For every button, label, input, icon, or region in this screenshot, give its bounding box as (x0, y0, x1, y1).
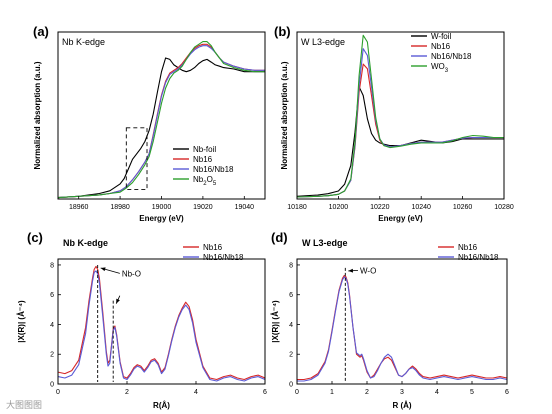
panel-c-annotation-arrowhead (116, 298, 120, 304)
panel-d-y-tick-label: 8 (289, 262, 293, 269)
panel-b-letter: (b) (274, 24, 291, 39)
panel-d-y-tick-label: 4 (289, 322, 293, 329)
panel-c-legend-label: Nb16/Nb18 (203, 253, 244, 262)
panel-c-y-axis-title: |X(R)| (Å⁻⁴) (17, 300, 26, 343)
panel-b-x-axis-title: Energy (eV) (378, 214, 423, 223)
panel-d-legend-label: Nb16/Nb18 (458, 253, 499, 262)
panel-a-inset-title: Nb K-edge (62, 37, 105, 47)
panel-a-letter: (a) (33, 24, 49, 39)
panel-d-plot-frame (296, 258, 508, 385)
panel-a-legend-label: Nb16/Nb18 (193, 165, 234, 174)
panel-c-plot-frame (57, 258, 266, 385)
panel-b-x-tick-label: 10220 (370, 204, 390, 211)
panel-b-series-line (297, 86, 504, 197)
panel-b-legend-label: WO3 (431, 62, 449, 74)
panel-c-annotation-label: Nb-O (122, 269, 141, 278)
panel-b-x-tick-label: 10260 (453, 204, 473, 211)
panel-c-y-tick-label: 2 (50, 352, 54, 359)
panel-c-y-tick-label: 6 (50, 292, 54, 299)
panel-a-series-line (58, 41, 265, 199)
panel-a-dashed-box (125, 127, 148, 190)
panel-c-y-tick-label: 4 (50, 322, 54, 329)
panel-b-series-line (297, 34, 504, 198)
panel-c-series-line (58, 270, 265, 382)
watermark: 大图图图 (6, 401, 43, 411)
panel-d-x-tick-label: 3 (400, 389, 404, 396)
panel-c-inset-title: Nb K-edge (63, 238, 108, 248)
panel-d-x-tick-label: 4 (435, 389, 439, 396)
panel-d-x-tick-label: 1 (330, 389, 334, 396)
panel-b-legend-label: W-foil (431, 32, 452, 41)
panel-b-x-tick-label: 10240 (411, 204, 431, 211)
panel-d-series-line (297, 276, 507, 382)
panel-c-y-tick-label: 0 (50, 382, 54, 389)
panel-a-x-axis-title: Energy (eV) (139, 214, 184, 223)
panel-b-legend-label: Nb16/Nb18 (431, 52, 472, 61)
panel-d-annotation-label: W-O (360, 266, 376, 275)
panel-a-x-tick-label: 18960 (69, 204, 89, 211)
panel-a-x-tick-label: 19020 (193, 204, 213, 211)
panel-d-series-line (297, 274, 507, 381)
panel-c-letter: (c) (27, 230, 43, 245)
panel-b-series-line (297, 48, 504, 198)
panel-d-y-tick-label: 2 (289, 352, 293, 359)
panel-d-x-tick-label: 2 (365, 389, 369, 396)
panel-c-legend-label: Nb16 (203, 243, 223, 252)
panel-a-legend-label: Nb16 (193, 155, 213, 164)
panel-c-annotation-arrowhead (100, 267, 106, 272)
panel-b-x-tick-label: 10200 (329, 204, 349, 211)
panel-d-y-axis-title: |X(R)| (Å⁻⁴) (271, 300, 280, 343)
panel-a-y-axis-title: Normalized absorption (a.u.) (33, 61, 42, 169)
panel-a-x-tick-label: 18980 (110, 204, 130, 211)
panel-b-inset-title: W L3-edge (301, 37, 345, 47)
panel-b-y-axis-title: Normalized absorption (a.u.) (280, 61, 289, 169)
panel-b-legend-label: Nb16 (431, 42, 451, 51)
panel-a-series-line (58, 57, 265, 199)
panel-d-y-tick-label: 6 (289, 292, 293, 299)
panel-d-y-tick-label: 0 (289, 382, 293, 389)
panel-a-legend-label: Nb2O5 (193, 175, 217, 187)
panel-c-x-axis-title: R(Å) (153, 401, 170, 410)
panel-d-annotation-arrowhead (348, 268, 354, 273)
panel-a-legend-label: Nb-foil (193, 145, 216, 154)
panel-b-x-tick-label: 10180 (287, 204, 307, 211)
panel-d-x-tick-label: 5 (470, 389, 474, 396)
panel-b-series-line (297, 63, 504, 198)
panel-b-plot-frame (296, 31, 505, 200)
panel-b-x-tick-label: 10280 (494, 204, 514, 211)
panel-c-series-line (58, 265, 265, 381)
panel-c-x-tick-label: 6 (263, 389, 267, 396)
panel-a-plot-frame (57, 31, 266, 200)
panel-d-x-axis-title: R (Å) (392, 401, 411, 410)
panel-c-x-tick-label: 0 (56, 389, 60, 396)
panel-c-x-tick-label: 4 (194, 389, 198, 396)
panel-d-x-tick-label: 0 (295, 389, 299, 396)
panel-c-x-tick-label: 2 (125, 389, 129, 396)
panel-c-y-tick-label: 8 (50, 262, 54, 269)
panel-d-x-tick-label: 6 (505, 389, 509, 396)
panel-a-x-tick-label: 19000 (152, 204, 172, 211)
panel-d-letter: (d) (271, 230, 288, 245)
panel-d-legend-label: Nb16 (458, 243, 478, 252)
panel-d-inset-title: W L3-edge (302, 238, 348, 248)
panel-a-x-tick-label: 19040 (235, 204, 255, 211)
